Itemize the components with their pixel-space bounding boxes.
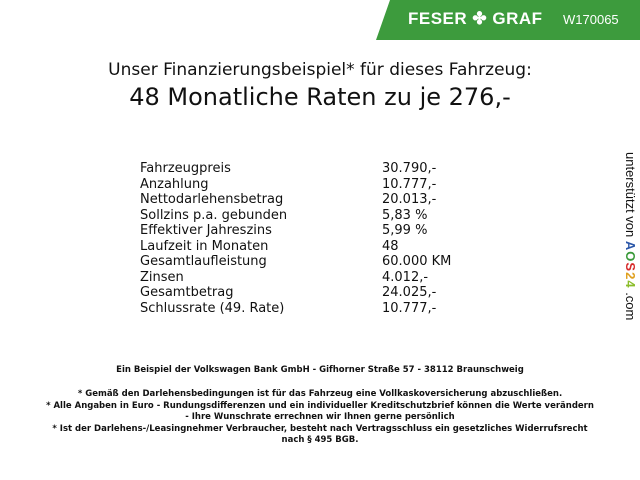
footnote-3b: nach § 495 BGB. xyxy=(281,435,359,445)
table-row: Nettodarlehensbetrag 20.013,- xyxy=(140,192,480,208)
credit-prefix: unterstützt von xyxy=(623,152,638,238)
row-label: Nettodarlehensbetrag xyxy=(140,192,284,207)
table-row: Schlussrate (49. Rate) 10.777,- xyxy=(140,301,480,317)
monthly-rate-headline: 48 Monatliche Raten zu je 276,- xyxy=(129,83,511,111)
row-label: Anzahlung xyxy=(140,176,209,192)
row-value: 10.777,- xyxy=(382,176,437,192)
row-label: Schlussrate (49. Rate) xyxy=(140,300,285,316)
table-row: Gesamtbetrag 24.025,- xyxy=(140,285,480,301)
row-label: Gesamtlaufleistung xyxy=(140,254,267,269)
footnote-3: * Ist der Darlehens-/Leasingnehmer Verbr… xyxy=(52,424,588,434)
table-row: Zinsen 4.012,- xyxy=(140,270,480,286)
finance-table: Fahrzeugpreis 30.790,- Anzahlung 10.777,- Ne… xyxy=(140,161,480,316)
table-row: Anzahlung 10.777,- xyxy=(140,177,480,193)
row-label: Fahrzeugpreis xyxy=(140,161,231,176)
table-row: Fahrzeugpreis 30.790,- xyxy=(140,161,480,177)
footnote-1: * Gemäß den Darlehensbedingungen ist für… xyxy=(77,389,563,399)
row-value: 5,83 % xyxy=(382,207,428,223)
credit-suffix: .com xyxy=(623,292,638,321)
bank-info: Ein Beispiel der Volkswagen Bank GmbH - … xyxy=(116,365,524,375)
table-row: Effektiver Jahreszins 5,99 % xyxy=(140,223,480,239)
row-label: Gesamtbetrag xyxy=(140,285,234,300)
row-label: Zinsen xyxy=(140,269,184,285)
row-label: Effektiver Jahreszins xyxy=(140,223,272,238)
row-value: 60.000 KM xyxy=(382,254,452,269)
aos24-credit: unterstützt von AOS24 .com xyxy=(623,152,638,320)
row-value: 20.013,- xyxy=(382,192,437,207)
footnote-2: * Alle Angaben in Euro - Rundungsdiffere… xyxy=(46,401,594,411)
row-value: 4.012,- xyxy=(382,269,429,285)
vehicle-code: W170065 xyxy=(563,12,619,27)
row-label: Laufzeit in Monaten xyxy=(140,238,269,254)
brand-banner xyxy=(376,0,640,40)
footnote-2b: - Ihre Wunschrate errechnen wir Ihnen ge… xyxy=(185,412,455,422)
row-value: 5,99 % xyxy=(382,223,428,238)
row-label: Sollzins p.a. gebunden xyxy=(140,207,288,223)
table-row: Laufzeit in Monaten 48 xyxy=(140,239,480,255)
row-value: 24.025,- xyxy=(382,285,437,300)
table-row: Sollzins p.a. gebunden 5,83 % xyxy=(140,208,480,224)
row-value: 48 xyxy=(382,238,399,254)
headline: Unser Finanzierungsbeispiel* für dieses … xyxy=(108,60,532,80)
feser-graf-logo: FESER ✤ GRAF xyxy=(408,9,543,28)
aos24-logo: AOS24 xyxy=(623,240,638,289)
row-value: 10.777,- xyxy=(382,300,437,316)
table-row: Gesamtlaufleistung 60.000 KM xyxy=(140,254,480,270)
row-value: 30.790,- xyxy=(382,161,437,176)
